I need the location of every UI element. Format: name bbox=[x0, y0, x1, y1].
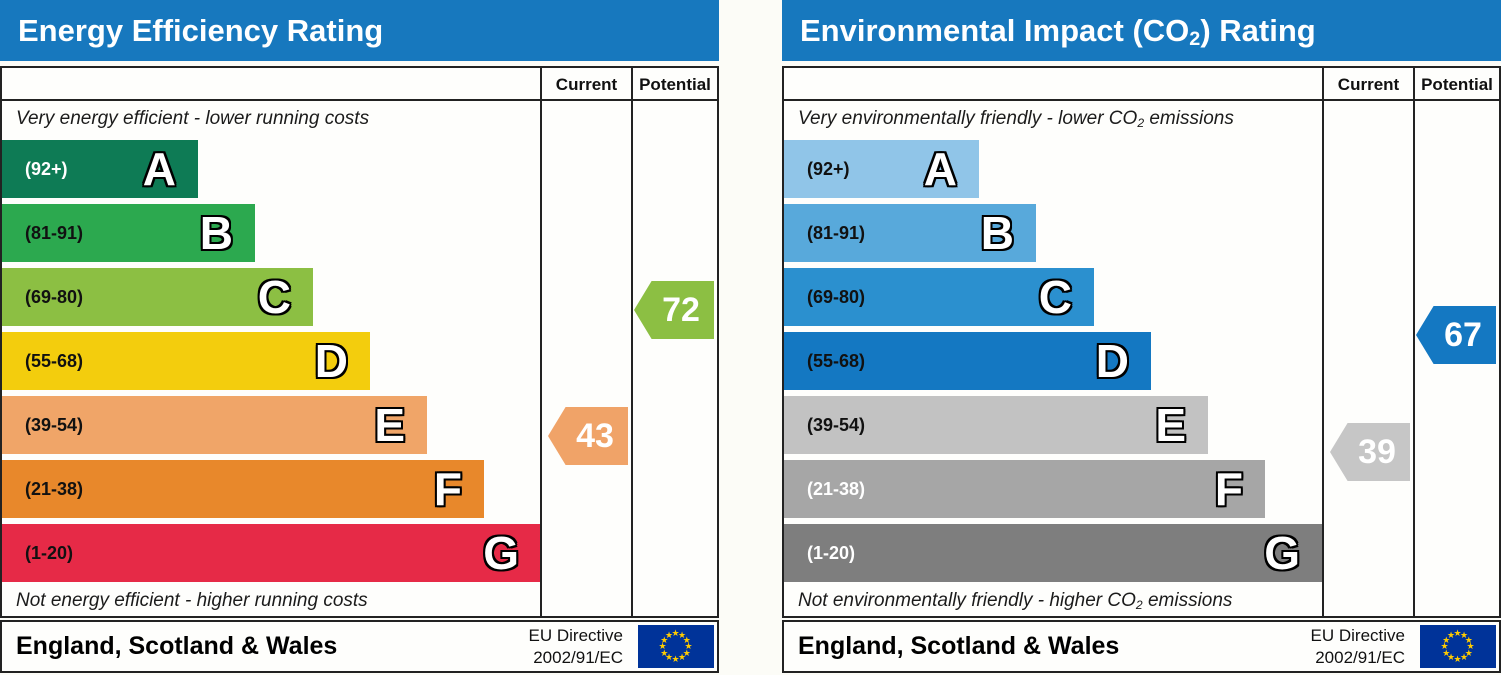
environmental-impact-title-bar: Environmental Impact (CO2) Rating bbox=[782, 0, 1501, 61]
band-range-label: (39-54) bbox=[25, 415, 84, 435]
band-letter: D bbox=[314, 335, 348, 387]
current-rating-arrow: 39 bbox=[1330, 423, 1410, 481]
band-a: (92+) A bbox=[784, 140, 979, 198]
eu-flag-icon: ★ ★ ★ ★ ★ ★ ★ ★ ★ ★ ★ ★ bbox=[1420, 625, 1496, 668]
potential-rating-arrow: 72 bbox=[634, 281, 714, 339]
band-letter: E bbox=[374, 399, 405, 451]
potential-column-header: Potential bbox=[639, 75, 711, 94]
environmental-impact-table: Very environmentally friendly - lower CO… bbox=[782, 66, 1501, 618]
band-letter: B bbox=[199, 207, 233, 259]
band-range-label: (81-91) bbox=[807, 223, 866, 243]
band-b: (81-91) B bbox=[2, 204, 255, 262]
footer-bar: England, Scotland & Wales EU Directive 2… bbox=[0, 620, 719, 673]
band-range-label: (55-68) bbox=[25, 351, 84, 371]
band-bars: (92+) A (81-91) B (69-80) C (55-68) D (39-54… bbox=[784, 140, 1322, 588]
region-label: England, Scotland & Wales bbox=[16, 632, 338, 660]
energy-efficiency-title-bar: Energy Efficiency Rating bbox=[0, 0, 719, 61]
band-d: (55-68) D bbox=[2, 332, 370, 390]
bottom-note: Not energy efficient - higher running co… bbox=[16, 590, 368, 611]
panel-title: Energy Efficiency Rating bbox=[18, 13, 384, 48]
band-c: (69-80) C bbox=[2, 268, 313, 326]
band-range-label: (69-80) bbox=[807, 287, 866, 307]
eu-flag-icon: ★ ★ ★ ★ ★ ★ ★ ★ ★ ★ ★ ★ bbox=[638, 625, 714, 668]
current-column: Current 43 bbox=[540, 68, 631, 616]
band-range-label: (1-20) bbox=[807, 543, 856, 563]
current-rating-value: 39 bbox=[1358, 433, 1396, 471]
band-c: (69-80) C bbox=[784, 268, 1094, 326]
band-letter: F bbox=[433, 463, 462, 515]
band-letter: C bbox=[257, 271, 291, 323]
band-letter: G bbox=[1264, 527, 1300, 579]
band-g: (1-20) G bbox=[2, 524, 541, 582]
band-f: (21-38) F bbox=[2, 460, 484, 518]
energy-efficiency-panel: Energy Efficiency Rating Very energy eff… bbox=[0, 0, 719, 675]
eu-directive-label: EU Directive 2002/91/EC bbox=[528, 626, 623, 667]
band-range-label: (21-38) bbox=[25, 479, 84, 499]
energy-efficiency-table: Very energy efficient - lower running co… bbox=[0, 66, 719, 618]
band-letter: E bbox=[1155, 399, 1186, 451]
environmental-impact-panel: Environmental Impact (CO2) Rating Very e… bbox=[782, 0, 1501, 675]
potential-column: Potential 67 bbox=[1413, 68, 1499, 616]
band-e: (39-54) E bbox=[784, 396, 1208, 454]
band-range-label: (81-91) bbox=[25, 223, 84, 243]
current-column: Current 39 bbox=[1322, 68, 1413, 616]
band-letter: C bbox=[1038, 271, 1072, 323]
band-letter: B bbox=[980, 207, 1014, 259]
table-header-row bbox=[2, 68, 717, 101]
band-letter: F bbox=[1214, 463, 1243, 515]
current-column-header: Current bbox=[1337, 75, 1400, 94]
top-note: Very energy efficient - lower running co… bbox=[16, 108, 370, 129]
band-e: (39-54) E bbox=[2, 396, 427, 454]
band-f: (21-38) F bbox=[784, 460, 1265, 518]
potential-rating-value: 72 bbox=[662, 291, 700, 329]
band-letter: A bbox=[142, 143, 176, 195]
bottom-note: Not environmentally friendly - higher CO… bbox=[798, 590, 1233, 612]
potential-column-header: Potential bbox=[1421, 75, 1493, 94]
band-range-label: (1-20) bbox=[25, 543, 74, 563]
table-header-row bbox=[784, 68, 1499, 101]
band-bars: (92+) A (81-91) B (69-80) C (55-68) D (39-54… bbox=[2, 140, 541, 588]
band-b: (81-91) B bbox=[784, 204, 1036, 262]
band-range-label: (92+) bbox=[807, 159, 850, 179]
potential-column: Potential 72 bbox=[631, 68, 717, 616]
band-a: (92+) A bbox=[2, 140, 198, 198]
band-range-label: (69-80) bbox=[25, 287, 84, 307]
band-range-label: (55-68) bbox=[807, 351, 866, 371]
current-rating-value: 43 bbox=[576, 417, 614, 455]
eu-directive-label: EU Directive 2002/91/EC bbox=[1310, 626, 1405, 667]
band-letter: D bbox=[1095, 335, 1129, 387]
band-letter: G bbox=[483, 527, 519, 579]
panel-title: Environmental Impact (CO2) Rating bbox=[800, 13, 1316, 51]
band-range-label: (21-38) bbox=[807, 479, 866, 499]
footer-bar: England, Scotland & Wales EU Directive 2… bbox=[782, 620, 1501, 673]
region-label: England, Scotland & Wales bbox=[798, 632, 1120, 660]
band-d: (55-68) D bbox=[784, 332, 1151, 390]
potential-rating-value: 67 bbox=[1444, 316, 1482, 354]
band-letter: A bbox=[923, 143, 957, 195]
top-note: Very environmentally friendly - lower CO… bbox=[798, 108, 1234, 130]
band-range-label: (92+) bbox=[25, 159, 68, 179]
band-g: (1-20) G bbox=[784, 524, 1322, 582]
current-rating-arrow: 43 bbox=[548, 407, 628, 465]
potential-rating-arrow: 67 bbox=[1416, 306, 1496, 364]
current-column-header: Current bbox=[555, 75, 618, 94]
band-range-label: (39-54) bbox=[807, 415, 866, 435]
